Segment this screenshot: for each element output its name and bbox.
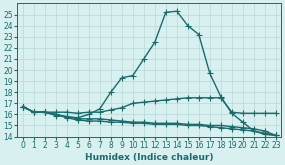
- X-axis label: Humidex (Indice chaleur): Humidex (Indice chaleur): [85, 152, 213, 162]
